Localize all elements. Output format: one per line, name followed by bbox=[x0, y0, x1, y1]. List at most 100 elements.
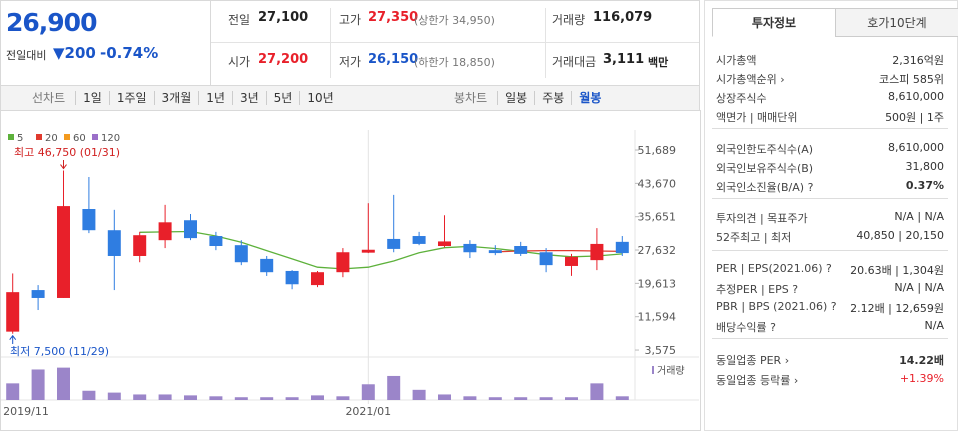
candle-body bbox=[615, 241, 629, 254]
candle-body bbox=[387, 238, 401, 249]
volume-legend: 거래량 bbox=[657, 365, 685, 377]
info-value: 8,610,000 bbox=[888, 90, 944, 103]
period-button[interactable]: 10년 bbox=[299, 91, 340, 105]
volume-bar bbox=[184, 395, 197, 400]
info-label: 투자의견 | 목표주가 bbox=[716, 212, 808, 225]
low-arrow bbox=[9, 334, 17, 344]
candle-body bbox=[260, 258, 274, 273]
volume-bar bbox=[488, 397, 502, 400]
volume-bar bbox=[438, 394, 451, 400]
period-button[interactable]: 3개월 bbox=[153, 91, 199, 105]
change-label: 전일대비 bbox=[6, 49, 47, 62]
candle-body bbox=[234, 245, 248, 263]
info-value: 8,610,000 bbox=[888, 141, 944, 154]
candle-period-button[interactable]: 주봉 bbox=[534, 91, 571, 105]
volume-bar bbox=[6, 383, 20, 400]
volume-bar bbox=[539, 397, 553, 400]
info-value: 코스피 585위 bbox=[879, 73, 944, 86]
divider bbox=[712, 198, 948, 199]
quote-note: (상한가 34,950) bbox=[414, 14, 495, 27]
quote-label: 저가 bbox=[339, 55, 362, 69]
y-tick-label: 43,670 bbox=[638, 177, 677, 190]
col-divider bbox=[330, 8, 331, 78]
legend-swatch bbox=[64, 134, 70, 140]
period-button[interactable]: 5년 bbox=[265, 91, 300, 105]
volume-bar bbox=[514, 397, 528, 400]
period-button[interactable]: 1일 bbox=[75, 91, 109, 105]
candle-body bbox=[514, 246, 528, 254]
candle-body bbox=[31, 290, 45, 298]
candle-body bbox=[488, 250, 502, 254]
quote-value: 26,150 bbox=[368, 52, 419, 67]
candle-body bbox=[336, 252, 350, 273]
candle-body bbox=[463, 243, 477, 253]
y-tick-label: 11,594 bbox=[638, 311, 677, 324]
change: ▼200 bbox=[53, 44, 96, 62]
volume-bar bbox=[57, 367, 70, 400]
period-group: 선차트 1일 1주일 3개월 1년 3년 5년 10년 bbox=[25, 91, 341, 105]
volume-bar bbox=[158, 394, 172, 400]
info-value: 14.22배 bbox=[899, 354, 944, 367]
divider bbox=[712, 250, 948, 251]
quote-unit: 백만 bbox=[648, 56, 669, 69]
volume-bar bbox=[412, 389, 426, 400]
volume-bar bbox=[615, 396, 629, 400]
current-price: 26,900 bbox=[6, 8, 97, 37]
candle-body bbox=[412, 236, 426, 244]
volume-bar bbox=[463, 396, 477, 400]
tab[interactable]: 투자정보 bbox=[712, 8, 836, 37]
period-button[interactable]: 1년 bbox=[198, 91, 232, 105]
info-label: 외국인소진율(B/A) ? bbox=[716, 181, 814, 194]
quote-label: 거래량 bbox=[552, 13, 586, 27]
volume-bar bbox=[590, 383, 604, 400]
legend-swatch bbox=[92, 134, 98, 140]
info-label: PBR | BPS (2021.06) ? bbox=[716, 300, 837, 313]
divider bbox=[712, 338, 948, 339]
candle-body bbox=[361, 249, 375, 253]
info-label: 동일업종 PER › bbox=[716, 354, 790, 367]
info-label: PER | EPS(2021.06) ? bbox=[716, 262, 832, 275]
candle-chart-button[interactable]: 봉차트 bbox=[454, 91, 488, 105]
quote-value: 27,350 bbox=[368, 10, 419, 25]
info-label: 시가총액 bbox=[716, 54, 757, 67]
candle-period-button[interactable]: 월봉 bbox=[571, 91, 608, 105]
info-value: N/A | N/A bbox=[894, 210, 944, 223]
candle-body bbox=[133, 235, 147, 256]
info-value: 0.37% bbox=[905, 179, 944, 192]
high-arrow bbox=[60, 160, 67, 170]
line-chart-button[interactable]: 선차트 bbox=[32, 91, 66, 105]
volume-bar bbox=[209, 396, 223, 400]
info-label: 외국인보유주식수(B) bbox=[716, 162, 814, 175]
candle-period-button[interactable]: 일봉 bbox=[497, 91, 534, 105]
info-label: 액면가 | 매매단위 bbox=[716, 111, 798, 124]
row-divider bbox=[211, 42, 699, 43]
high-annotation: 최고 46,750 (01/31) bbox=[14, 146, 120, 159]
volume-bar bbox=[361, 384, 375, 400]
volume-bar bbox=[565, 397, 578, 400]
info-label: 외국인한도주식수(A) bbox=[716, 143, 814, 156]
candle-body bbox=[590, 243, 604, 261]
period-button[interactable]: 1주일 bbox=[108, 91, 154, 105]
candle-body bbox=[539, 252, 553, 266]
volume-bar bbox=[311, 395, 324, 400]
tab[interactable]: 호가10단계 bbox=[835, 8, 958, 37]
volume-bar bbox=[285, 397, 299, 400]
info-value: 20.63배 | 1,304원 bbox=[850, 264, 944, 277]
quote-label: 시가 bbox=[228, 55, 251, 69]
quote-label: 고가 bbox=[339, 13, 362, 27]
info-label: 52주최고 | 최저 bbox=[716, 231, 792, 244]
period-button[interactable]: 3년 bbox=[231, 91, 266, 105]
candle-body bbox=[6, 292, 20, 332]
candle-body bbox=[311, 272, 324, 286]
chart: 51,689 43,670 35,651 27,632 19,613 11,594 3,57… bbox=[1, 130, 699, 418]
y-tick-label: 19,613 bbox=[638, 277, 677, 290]
info-value: 31,800 bbox=[905, 160, 945, 173]
volume-bar bbox=[336, 396, 350, 400]
change-rate: -0.74% bbox=[100, 44, 159, 62]
info-value: +1.39% bbox=[899, 372, 944, 385]
candle-body bbox=[82, 209, 96, 231]
quote-value: 27,200 bbox=[258, 52, 309, 67]
candle-body bbox=[57, 206, 70, 298]
quote-note: (하한가 18,850) bbox=[414, 56, 495, 69]
